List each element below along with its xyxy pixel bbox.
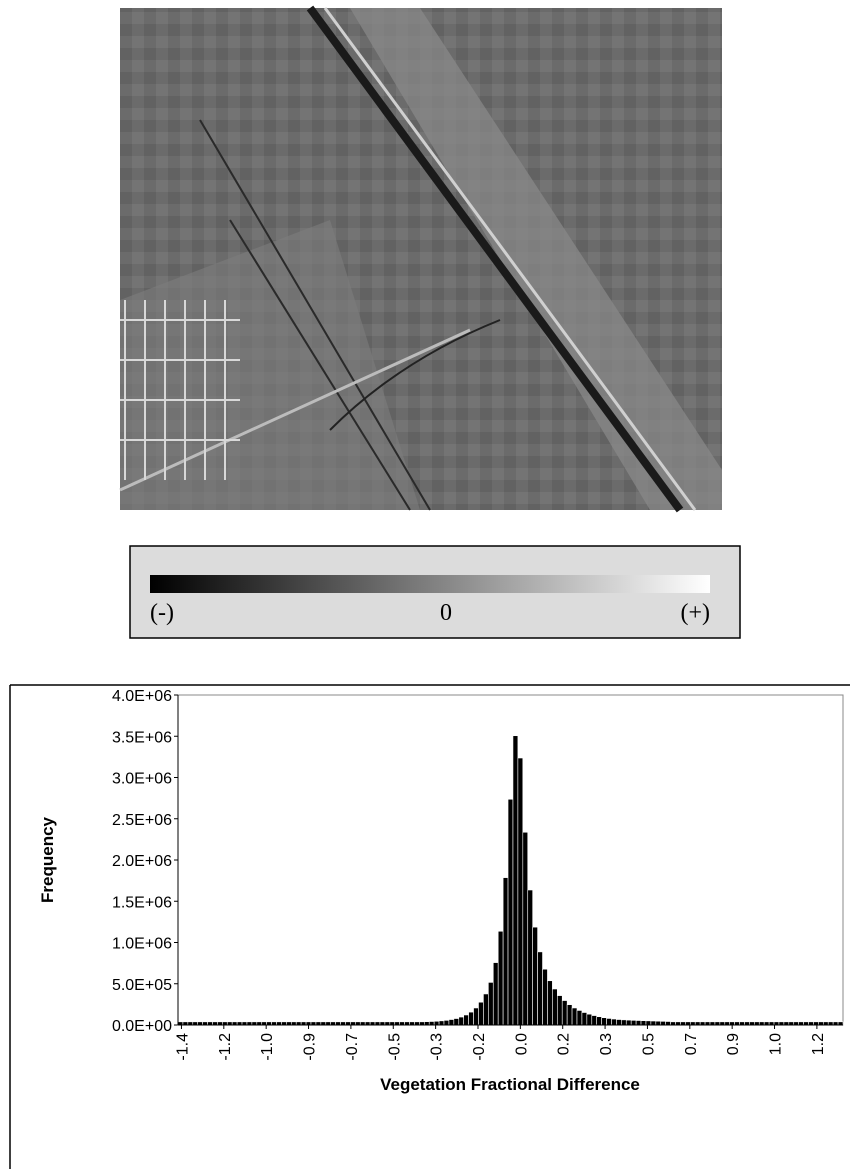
x-axis-title: Vegetation Fractional Difference	[380, 1075, 640, 1094]
bar	[646, 1021, 651, 1025]
y-tick-label: 0.0E+00	[112, 1018, 172, 1035]
x-tick-label: 1.2	[810, 1033, 827, 1055]
bar	[513, 736, 518, 1025]
bar	[543, 969, 548, 1025]
bar	[454, 1019, 459, 1025]
bar	[587, 1014, 592, 1025]
bar	[518, 758, 523, 1025]
bar	[641, 1021, 646, 1025]
x-tick-label: 0.0	[513, 1033, 530, 1055]
x-tick-label: -0.3	[429, 1033, 446, 1061]
bar	[602, 1018, 607, 1025]
x-tick-label: 0.5	[640, 1033, 657, 1055]
bar	[592, 1016, 597, 1025]
bar	[493, 963, 498, 1025]
x-tick-label: -0.2	[471, 1033, 488, 1061]
x-tick-label: -1.4	[174, 1033, 191, 1061]
y-tick-label: 2.0E+06	[112, 853, 172, 870]
y-axis-title: Frequency	[38, 816, 57, 903]
y-tick-label: 3.0E+06	[112, 771, 172, 788]
x-tick-label: 0.2	[556, 1033, 573, 1055]
bar	[439, 1021, 444, 1025]
y-tick-label: 4.0E+06	[112, 688, 172, 705]
bar	[666, 1022, 671, 1025]
bar	[631, 1020, 636, 1025]
bar	[483, 994, 488, 1025]
y-tick-label: 2.5E+06	[112, 812, 172, 829]
bar	[547, 981, 552, 1025]
bar	[597, 1017, 602, 1025]
x-tick-label: 0.3	[598, 1033, 615, 1055]
legend-label: (+)	[680, 600, 710, 626]
bar	[607, 1018, 612, 1025]
bar	[651, 1021, 656, 1025]
bar	[449, 1020, 454, 1025]
bar	[474, 1008, 479, 1025]
bar	[498, 931, 503, 1025]
bar	[557, 996, 562, 1025]
bar	[488, 982, 493, 1025]
bar	[552, 989, 557, 1025]
x-tick-label: -0.9	[302, 1033, 319, 1061]
x-tick-label: -0.7	[344, 1033, 361, 1061]
y-tick-label: 1.0E+06	[112, 936, 172, 953]
bar	[464, 1015, 469, 1025]
legend-label: (-)	[150, 600, 174, 626]
y-tick-label: 5.0E+05	[112, 977, 172, 994]
bar	[562, 1001, 567, 1025]
x-tick-label: -1.0	[259, 1033, 276, 1061]
bar	[577, 1010, 582, 1025]
bar	[429, 1022, 434, 1025]
bar	[533, 927, 538, 1025]
figure: (-) 0 (+) Vegetation Fractional Differen…	[0, 0, 850, 1169]
x-tick-label: 0.7	[683, 1033, 700, 1055]
page: (-) 0 (+) Vegetation Fractional Differen…	[0, 0, 850, 1169]
bar	[478, 1002, 483, 1025]
color-legend: (-) 0 (+)	[130, 546, 740, 638]
bar	[626, 1020, 631, 1025]
bar	[528, 890, 533, 1025]
bar	[523, 832, 528, 1025]
bar	[636, 1021, 641, 1025]
bar	[572, 1008, 577, 1025]
bar	[508, 799, 513, 1025]
x-tick-label: -0.5	[386, 1033, 403, 1061]
bar	[582, 1013, 587, 1025]
histogram: 0.0E+00 5.0E+05 1.0E+06 1.5E+06 2.0E+06 2.5E+…	[112, 688, 843, 1061]
bar	[616, 1020, 621, 1025]
y-tick-label: 3.5E+06	[112, 729, 172, 746]
bar	[469, 1012, 474, 1025]
bar	[538, 952, 543, 1025]
bar	[656, 1021, 661, 1025]
satellite-image	[120, 8, 722, 510]
x-tick-label: -1.2	[217, 1033, 234, 1061]
bar	[434, 1021, 439, 1025]
bar	[567, 1005, 572, 1025]
bar	[503, 878, 508, 1025]
bar	[444, 1020, 449, 1025]
x-tick-label: 0.9	[725, 1033, 742, 1055]
bar	[459, 1017, 464, 1025]
bar	[661, 1021, 666, 1025]
y-tick-label: 1.5E+06	[112, 894, 172, 911]
bar	[611, 1019, 616, 1025]
x-tick-label: 1.0	[768, 1033, 785, 1055]
legend-label: 0	[440, 600, 452, 626]
bar	[621, 1020, 626, 1025]
